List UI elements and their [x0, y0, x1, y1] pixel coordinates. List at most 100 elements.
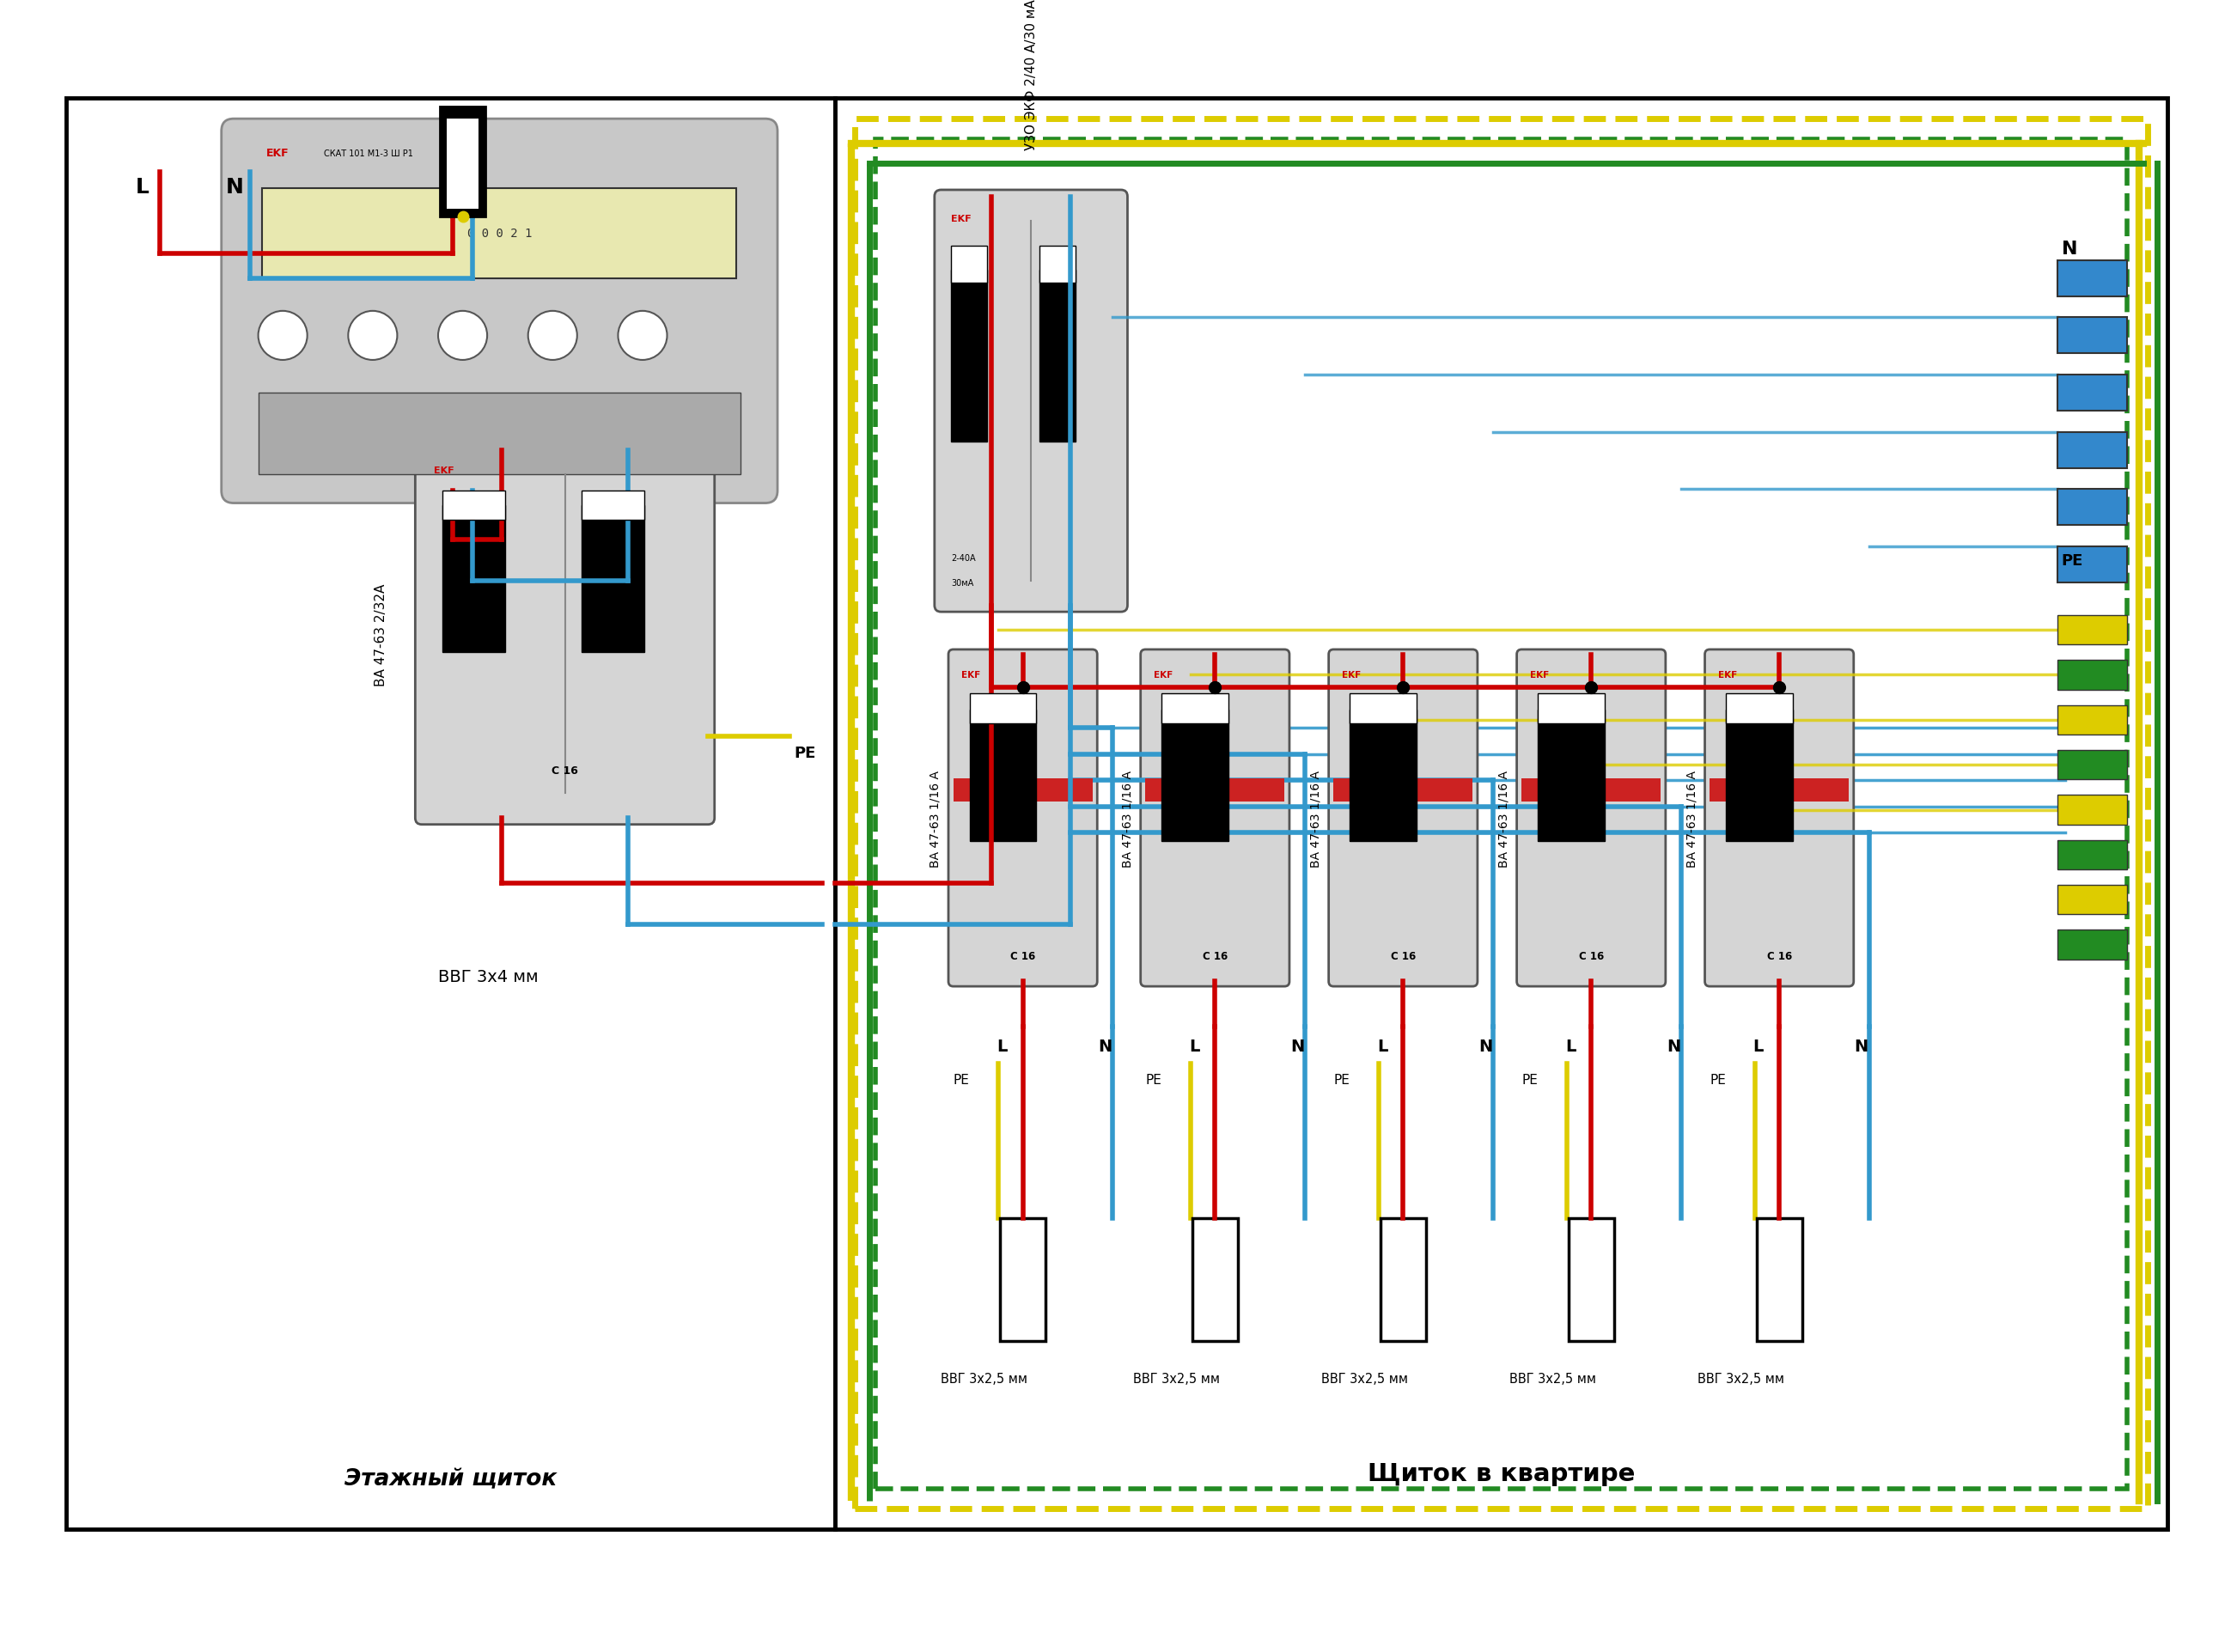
Bar [447, 119, 479, 210]
Text: ВА 47-63 1/16 А: ВА 47-63 1/16 А [1309, 770, 1322, 867]
Bar [951, 246, 987, 282]
Bar [2058, 705, 2127, 735]
Text: N: N [1098, 1039, 1112, 1054]
Text: L: L [998, 1039, 1007, 1054]
Text: СКАТ 101 М1-3 Ш Р1: СКАТ 101 М1-3 Ш Р1 [324, 149, 414, 159]
Bar [67, 99, 834, 1530]
Bar [1040, 271, 1076, 443]
Bar [953, 780, 1092, 801]
Text: Этажный щиток: Этажный щиток [344, 1467, 557, 1490]
Text: C 16: C 16 [1767, 950, 1792, 961]
Bar [1192, 1219, 1237, 1341]
Text: N: N [2060, 241, 2078, 258]
FancyBboxPatch shape [416, 444, 714, 824]
Circle shape [257, 312, 306, 360]
Text: PE: PE [1145, 1074, 1161, 1087]
Text: PE: PE [1333, 1074, 1349, 1087]
Circle shape [528, 312, 577, 360]
Text: PE: PE [953, 1074, 969, 1087]
Bar [1161, 694, 1228, 724]
Bar [2058, 547, 2127, 583]
Text: ВА 47-63 1/16 А: ВА 47-63 1/16 А [1497, 770, 1510, 867]
Bar [2058, 616, 2127, 644]
Bar [855, 119, 2148, 1508]
FancyBboxPatch shape [948, 649, 1096, 986]
Circle shape [617, 312, 667, 360]
Bar [257, 393, 740, 476]
Bar [1727, 694, 1792, 724]
Bar [1145, 780, 1284, 801]
Bar [1333, 780, 1472, 801]
Bar [969, 710, 1036, 841]
Bar [262, 188, 736, 279]
Text: 2-40A: 2-40A [951, 553, 975, 563]
Bar [875, 140, 2127, 1488]
FancyBboxPatch shape [1329, 649, 1476, 986]
Bar [1000, 1219, 1045, 1341]
Bar [1568, 1219, 1615, 1341]
FancyBboxPatch shape [1517, 649, 1667, 986]
Circle shape [438, 312, 488, 360]
Text: ВА 47-63 2/32А: ВА 47-63 2/32А [374, 583, 387, 686]
Text: EKF: EKF [962, 671, 980, 679]
Bar [1539, 710, 1604, 841]
Text: N: N [1667, 1039, 1680, 1054]
Text: L: L [136, 177, 150, 197]
Text: N: N [226, 177, 244, 197]
FancyBboxPatch shape [1141, 649, 1289, 986]
FancyBboxPatch shape [1705, 649, 1854, 986]
FancyBboxPatch shape [221, 119, 778, 504]
Text: C 16: C 16 [1391, 950, 1416, 961]
Text: C 16: C 16 [1011, 950, 1036, 961]
Text: EKF: EKF [1530, 671, 1548, 679]
Text: C 16: C 16 [553, 765, 577, 776]
Bar [1380, 1219, 1425, 1341]
Bar [2058, 489, 2127, 525]
Text: C 16: C 16 [1204, 950, 1228, 961]
Bar [582, 491, 644, 520]
FancyBboxPatch shape [935, 190, 1127, 613]
Bar [1040, 246, 1076, 282]
Bar [1539, 694, 1604, 724]
Text: PE: PE [2060, 553, 2083, 568]
Text: ВА 47-63 1/16 А: ВА 47-63 1/16 А [928, 770, 942, 867]
Text: ВА 47-63 1/16 А: ВА 47-63 1/16 А [1121, 770, 1134, 867]
Bar [834, 99, 2168, 1530]
Text: EKF: EKF [266, 147, 289, 159]
Bar [1756, 1219, 1803, 1341]
Text: ВА 47-63 1/16 А: ВА 47-63 1/16 А [1687, 770, 1698, 867]
Text: EKF: EKF [1154, 671, 1172, 679]
Text: ВВГ 3х4 мм: ВВГ 3х4 мм [438, 968, 539, 985]
Bar [2058, 841, 2127, 871]
Text: ВВГ 3х2,5 мм: ВВГ 3х2,5 мм [942, 1371, 1027, 1384]
Text: EKF: EKF [1718, 671, 1738, 679]
Text: L: L [1188, 1039, 1199, 1054]
Text: EKF: EKF [1342, 671, 1360, 679]
Text: N: N [1291, 1039, 1304, 1054]
Bar [2058, 795, 2127, 824]
Text: ВВГ 3х2,5 мм: ВВГ 3х2,5 мм [1510, 1371, 1597, 1384]
Text: C 16: C 16 [1579, 950, 1604, 961]
Text: 30мА: 30мА [951, 578, 973, 586]
Text: N: N [1479, 1039, 1492, 1054]
Bar [2058, 375, 2127, 411]
Circle shape [349, 312, 398, 360]
Bar [2058, 319, 2127, 354]
Text: EKF: EKF [434, 466, 454, 476]
Bar [1161, 710, 1228, 841]
Text: ВВГ 3х2,5 мм: ВВГ 3х2,5 мм [1322, 1371, 1407, 1384]
Bar [969, 694, 1036, 724]
Text: N: N [1854, 1039, 1868, 1054]
Text: 0 0 0 2 1: 0 0 0 2 1 [468, 228, 532, 240]
Text: ВВГ 3х2,5 мм: ВВГ 3х2,5 мм [1134, 1371, 1219, 1384]
Bar [2058, 661, 2127, 691]
Bar [441, 107, 485, 218]
Bar [1349, 710, 1416, 841]
Bar [1727, 710, 1792, 841]
Bar [1709, 780, 1848, 801]
Text: EKF: EKF [951, 215, 971, 223]
Bar [443, 491, 506, 520]
Bar [443, 506, 506, 653]
Bar [1349, 694, 1416, 724]
Bar [2058, 433, 2127, 469]
